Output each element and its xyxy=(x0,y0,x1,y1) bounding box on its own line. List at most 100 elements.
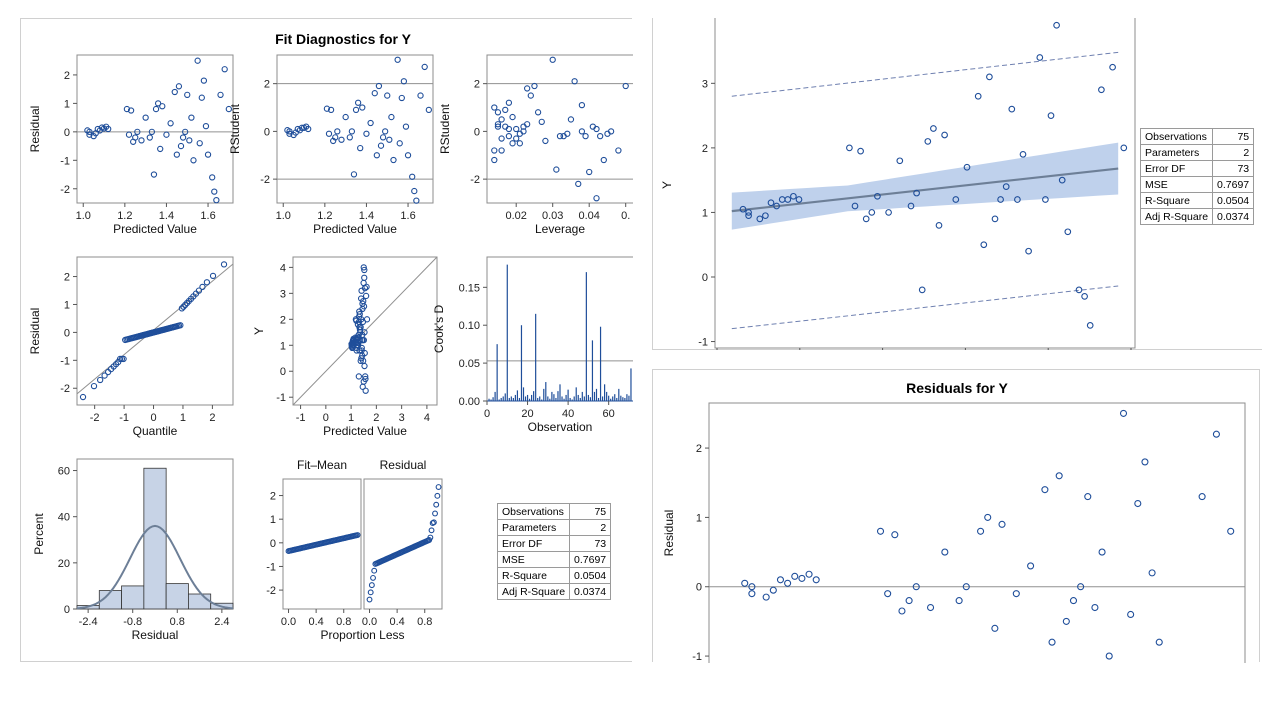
stat-value: 75 xyxy=(569,503,612,520)
data-point xyxy=(86,131,93,138)
data-point xyxy=(607,128,615,135)
plot-frame xyxy=(76,256,234,406)
data-point xyxy=(152,105,160,113)
x-tick-label: 0.4 xyxy=(308,616,323,628)
data-point xyxy=(1084,493,1092,501)
data-point xyxy=(896,157,904,165)
data-point xyxy=(377,142,385,149)
data-point xyxy=(991,624,999,632)
stat-row: MSE 0.7697 xyxy=(1139,176,1255,193)
data-point xyxy=(362,387,369,394)
data-point xyxy=(434,492,441,499)
y-tick-label: 2 xyxy=(280,314,286,326)
stat-label: Adj R-Square xyxy=(496,583,571,600)
data-point xyxy=(366,596,373,603)
data-point xyxy=(553,166,560,173)
data-point xyxy=(400,78,408,85)
data-point xyxy=(952,196,960,203)
data-point xyxy=(350,171,358,178)
data-point xyxy=(527,92,534,99)
y-tick-label: -1 xyxy=(692,651,702,663)
data-point xyxy=(167,120,174,127)
data-point xyxy=(874,192,881,200)
data-point xyxy=(1075,286,1083,294)
x-tick-label: 1.6 xyxy=(400,210,415,222)
data-point xyxy=(851,202,859,210)
prediction-lower-limit xyxy=(731,285,1119,330)
y-tick-label: -1 xyxy=(698,337,708,349)
data-point xyxy=(220,261,228,268)
data-point xyxy=(163,131,170,138)
data-point xyxy=(505,133,513,140)
data-point xyxy=(1012,590,1020,598)
data-point xyxy=(325,130,333,137)
data-point xyxy=(600,156,607,164)
plot-frame xyxy=(714,18,1136,349)
data-point xyxy=(622,82,629,90)
data-point xyxy=(1091,603,1099,612)
y-tick-label: 2 xyxy=(64,70,70,82)
y-axis-label: Y xyxy=(660,181,674,189)
data-point xyxy=(898,607,906,615)
x-axis-label: Predicted Value xyxy=(113,222,197,236)
y-axis-label: RStudent xyxy=(438,103,452,154)
data-point xyxy=(354,532,361,538)
y-tick-label: 0.00 xyxy=(459,396,480,408)
x-tick-label: -0.8 xyxy=(123,616,142,628)
data-point xyxy=(876,527,885,535)
data-point xyxy=(361,362,368,370)
data-point xyxy=(941,131,948,139)
data-point xyxy=(362,292,370,300)
data-point xyxy=(1036,54,1044,61)
data-point xyxy=(394,56,401,63)
fit-plot-svg: 3 2 1 0 -1 Y xyxy=(660,18,1136,350)
data-point xyxy=(494,123,502,130)
data-point xyxy=(342,113,349,121)
data-point xyxy=(1041,486,1049,494)
data-point xyxy=(1055,472,1063,480)
y-tick-label: -2 xyxy=(260,174,270,186)
y-tick-label: 0 xyxy=(270,538,276,550)
data-point xyxy=(567,116,575,123)
data-point xyxy=(935,221,943,229)
y-tick-label: -1 xyxy=(60,355,70,367)
stat-row: Error DF 73 xyxy=(1139,160,1255,177)
stat-label: Observations xyxy=(1139,128,1214,145)
data-point xyxy=(101,372,108,379)
plot-frame xyxy=(76,54,234,204)
data-point xyxy=(564,130,571,137)
data-point xyxy=(494,121,502,128)
y-tick-label: 40 xyxy=(58,512,70,524)
data-point xyxy=(1058,176,1066,184)
data-point xyxy=(498,135,505,142)
stat-row: Adj R-Square 0.0374 xyxy=(496,583,612,600)
data-point xyxy=(123,105,131,113)
data-point xyxy=(905,597,913,605)
x-tick-label: 60 xyxy=(603,408,615,420)
data-point xyxy=(586,168,593,176)
data-point xyxy=(739,205,747,213)
stat-label: R-Square xyxy=(1139,192,1214,209)
data-point xyxy=(182,301,189,309)
data-point xyxy=(184,91,191,98)
data-point xyxy=(556,133,564,140)
fit-stats-table: Observations 75 Parameters 2 Error DF 73 MSE 0.… xyxy=(496,503,612,600)
data-point xyxy=(963,163,971,171)
data-point xyxy=(1053,21,1060,29)
x-tick-label: 0.0 xyxy=(281,616,296,628)
y-tick-label: 0 xyxy=(64,604,70,616)
x-tick-label: 0.8 xyxy=(417,616,432,628)
data-point xyxy=(97,376,104,384)
stat-row: Adj R-Square 0.0374 xyxy=(1139,208,1255,225)
x-tick-label: 1.2 xyxy=(317,210,332,222)
plot-frame xyxy=(276,54,434,204)
data-point xyxy=(491,156,498,164)
data-point xyxy=(203,279,211,286)
data-point xyxy=(359,104,366,111)
y-axis-label: Residual xyxy=(662,510,676,557)
data-point xyxy=(367,119,374,127)
data-point xyxy=(1105,652,1113,660)
data-point xyxy=(1148,569,1156,577)
x-tick-label: 0.02 xyxy=(505,210,526,222)
identity-line xyxy=(292,256,438,406)
